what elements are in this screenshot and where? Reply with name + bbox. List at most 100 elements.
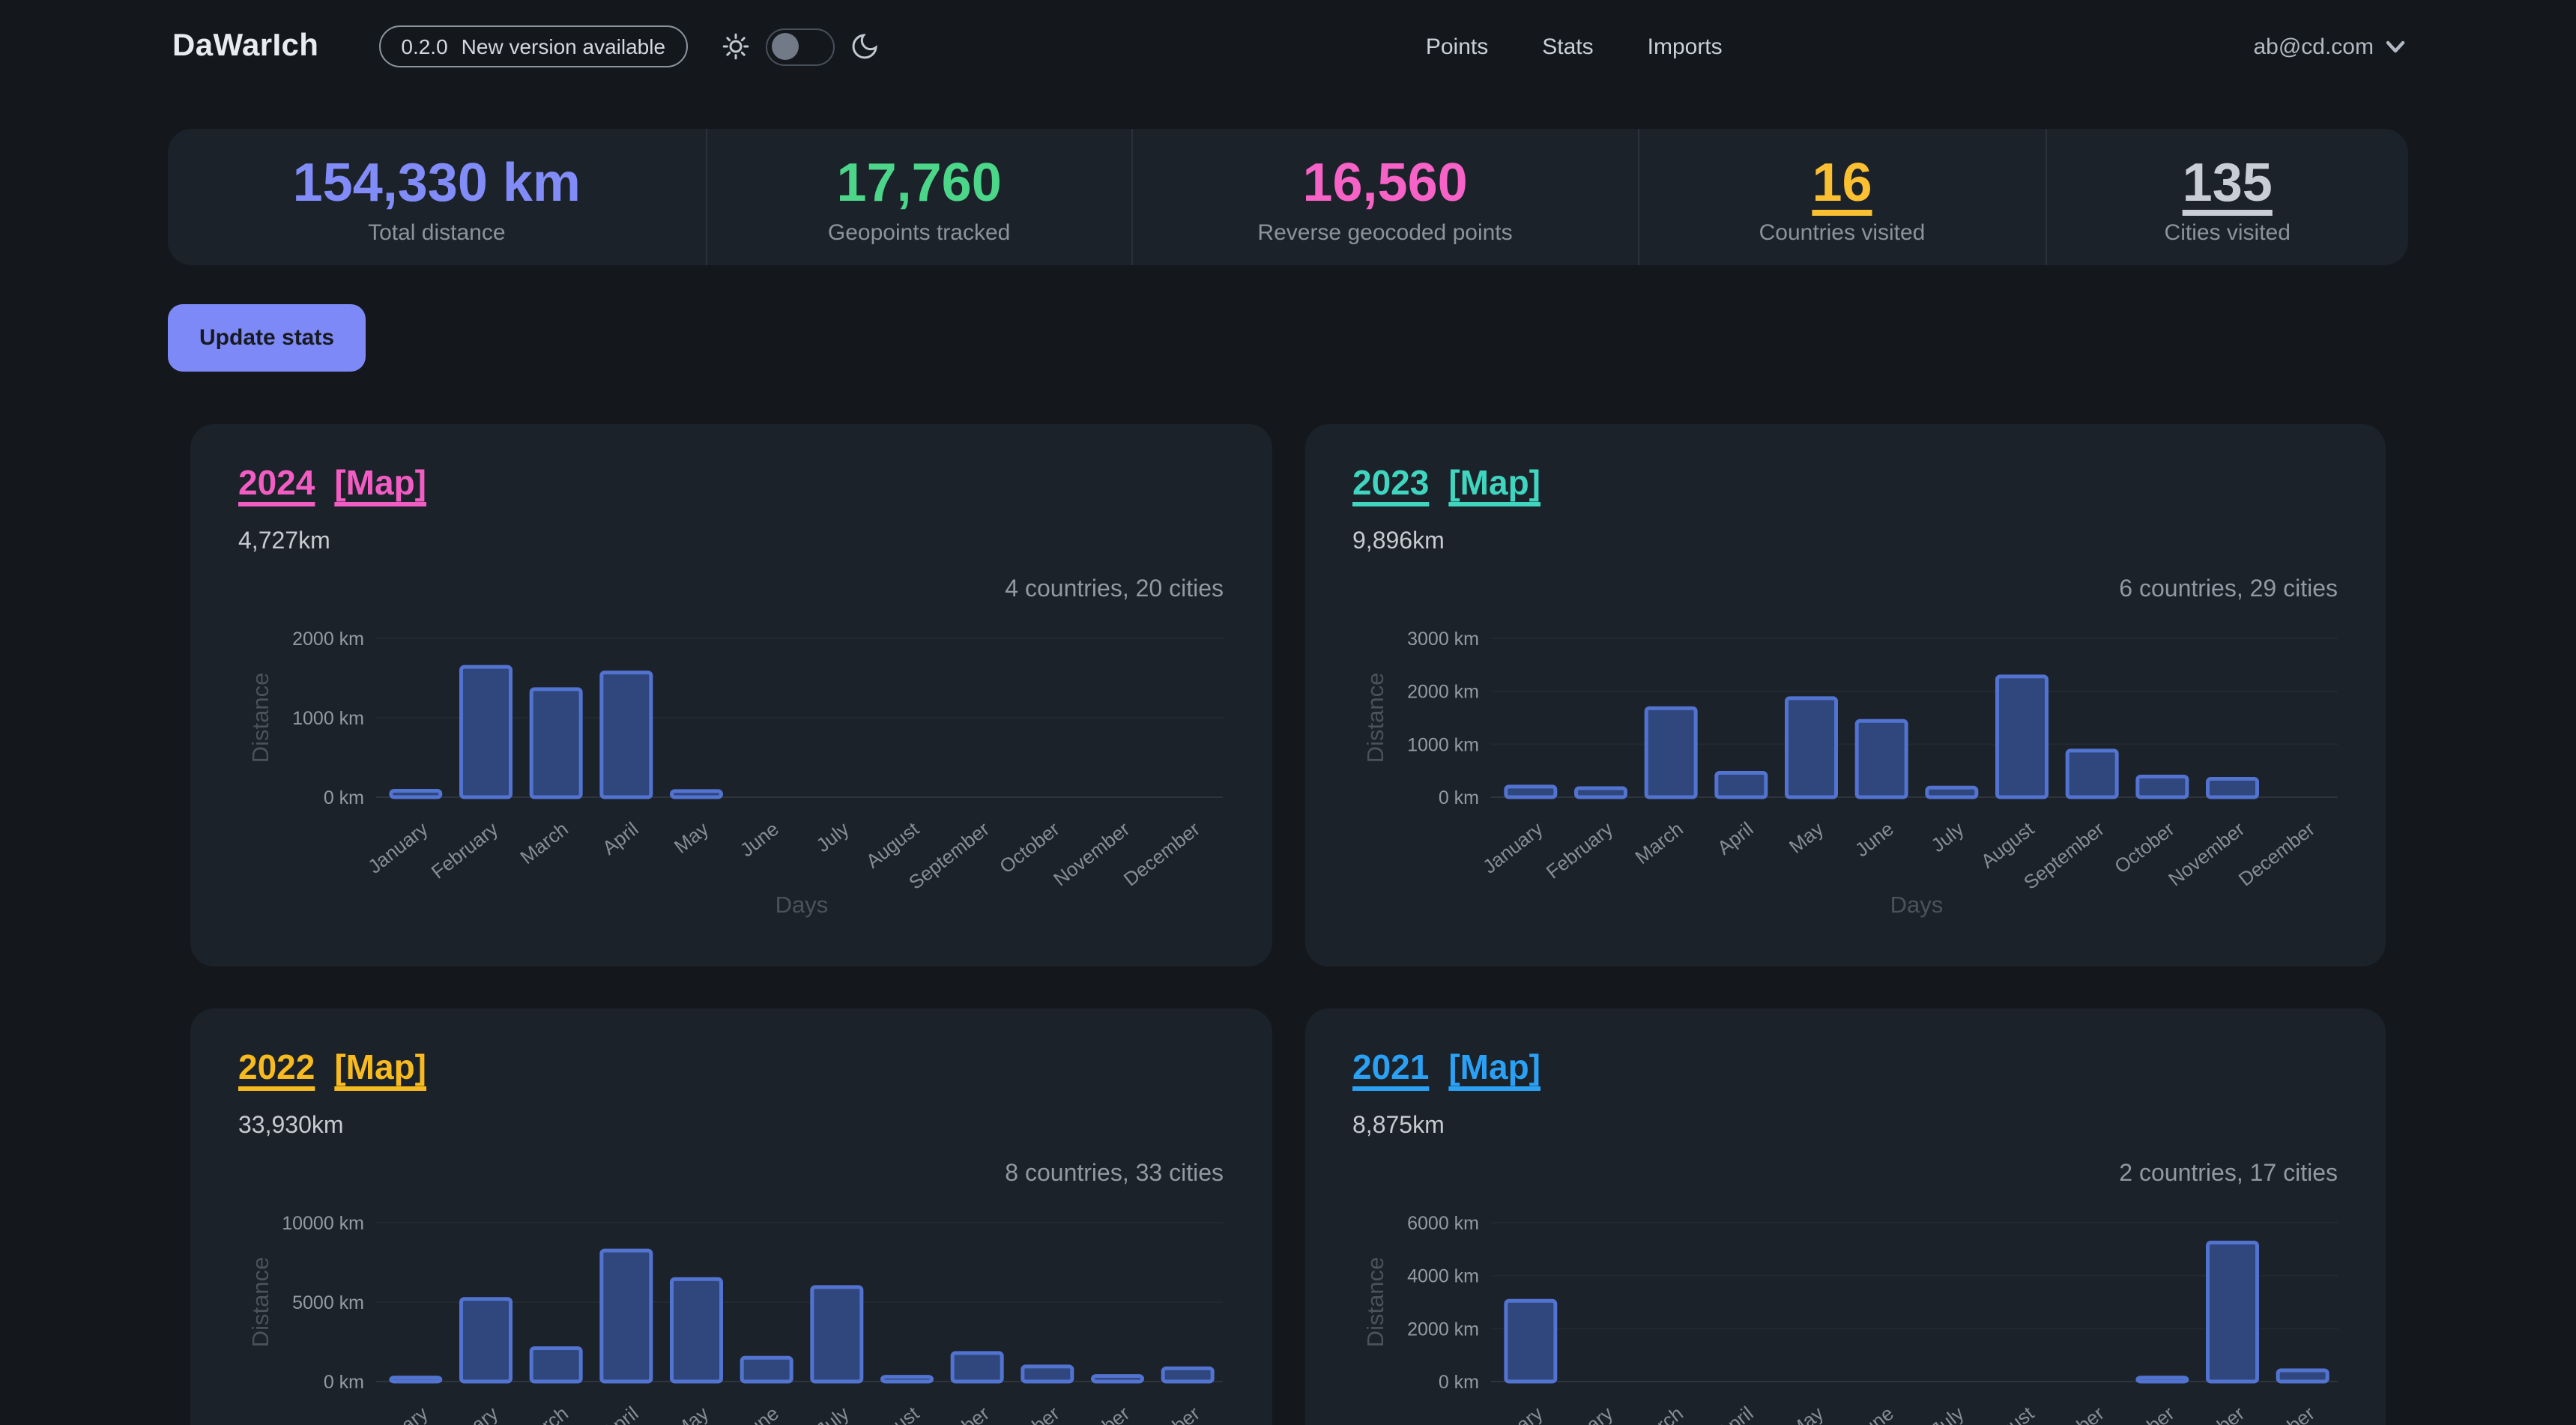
map-link-2024[interactable]: [Map] [334, 463, 426, 502]
svg-text:August: August [1976, 1402, 2038, 1425]
version-message: New version available [461, 34, 666, 58]
nav-link-imports[interactable]: Imports [1647, 34, 1723, 59]
stat-geopoints-tracked: 17,760 Geopoints tracked [705, 129, 1131, 265]
svg-text:Days: Days [775, 892, 829, 918]
svg-text:June: June [736, 817, 783, 861]
svg-text:June: June [736, 1402, 783, 1425]
year-cards-grid: 2024 [Map] 4,727km 4 countries, 20 citie… [190, 424, 2386, 1425]
svg-text:6000 km: 6000 km [1406, 1213, 1478, 1234]
svg-text:May: May [670, 817, 713, 858]
version-number: 0.2.0 [401, 34, 448, 58]
version-badge[interactable]: 0.2.0 New version available [378, 25, 689, 67]
svg-text:October: October [995, 1402, 1064, 1425]
theme-toggle-knob [772, 33, 799, 60]
svg-text:5000 km: 5000 km [292, 1292, 364, 1313]
navbar: DaWarIch 0.2.0 New version available [0, 0, 2576, 93]
svg-text:April: April [598, 1402, 642, 1425]
year-summary-2023: 6 countries, 29 cities [2119, 577, 2338, 602]
update-stats-button[interactable]: Update stats [168, 304, 366, 372]
svg-text:December: December [2234, 817, 2318, 891]
svg-text:June: June [1850, 1402, 1897, 1425]
svg-text:2000 km: 2000 km [292, 629, 364, 650]
year-card-2022: 2022 [Map] 33,930km 8 countries, 33 citi… [190, 1008, 1272, 1425]
svg-text:December: December [2234, 1402, 2318, 1425]
svg-text:April: April [1712, 817, 1756, 859]
year-link-2024[interactable]: 2024 [238, 463, 315, 502]
map-link-2021[interactable]: [Map] [1448, 1047, 1541, 1086]
svg-text:Distance: Distance [247, 1257, 273, 1348]
card-head-2024: 2024 [Map] [238, 463, 1224, 503]
stat-cities-visited: 135 Cities visited [2045, 129, 2408, 265]
moon-icon [852, 34, 877, 59]
svg-text:January: January [1478, 1402, 1546, 1425]
svg-text:Days: Days [1890, 892, 1943, 918]
stat-cities-link[interactable]: 135 [2182, 151, 2273, 212]
svg-text:July: July [1926, 1402, 1968, 1425]
year-card-2023: 2023 [Map] 9,896km 6 countries, 29 citie… [1304, 424, 2386, 966]
svg-text:December: December [1119, 817, 1204, 891]
svg-text:Distance: Distance [247, 673, 273, 763]
svg-text:May: May [670, 1402, 713, 1425]
stat-countries-link[interactable]: 16 [1812, 151, 1872, 212]
svg-text:April: April [1712, 1402, 1756, 1425]
svg-text:July: July [812, 817, 853, 856]
svg-text:January: January [363, 1402, 432, 1425]
svg-text:3000 km: 3000 km [1406, 629, 1478, 650]
map-link-2023[interactable]: [Map] [1448, 463, 1541, 502]
svg-text:January: January [363, 817, 432, 878]
svg-text:November: November [1049, 1402, 1134, 1425]
svg-text:April: April [598, 817, 642, 859]
nav-link-points[interactable]: Points [1425, 34, 1489, 59]
distance-bar-chart-2022: 0 km 5000 km 10000 km Distance JanuaryFebrua… [241, 1206, 1224, 1425]
stat-reverse-geocoded-value: 16,560 [1302, 151, 1468, 212]
svg-text:February: February [1541, 1402, 1616, 1425]
svg-text:November: November [2163, 1402, 2248, 1425]
svg-text:0 km: 0 km [1438, 1372, 1478, 1393]
user-menu[interactable]: ab@cd.com [2253, 34, 2405, 59]
stat-cities-label: Cities visited [2164, 220, 2291, 245]
card-head-2023: 2023 [Map] [1352, 463, 2338, 503]
map-link-2022[interactable]: [Map] [334, 1047, 426, 1086]
stat-reverse-geocoded: 16,560 Reverse geocoded points [1131, 129, 1638, 265]
nav-links: Points Stats Imports [1411, 34, 1723, 59]
card-head-2022: 2022 [Map] [238, 1047, 1224, 1088]
year-distance-2023: 9,896km [1352, 529, 1445, 554]
svg-text:November: November [1049, 817, 1134, 891]
svg-text:10000 km: 10000 km [282, 1213, 364, 1234]
stat-countries-visited: 16 Countries visited [1637, 129, 2045, 265]
svg-text:2000 km: 2000 km [1406, 682, 1478, 703]
svg-text:1000 km: 1000 km [1406, 734, 1478, 755]
svg-text:Distance: Distance [1361, 673, 1388, 763]
user-email: ab@cd.com [2253, 34, 2374, 59]
svg-text:June: June [1850, 817, 1897, 861]
stat-countries-label: Countries visited [1759, 220, 1926, 245]
svg-text:2000 km: 2000 km [1406, 1319, 1478, 1340]
nav-link-stats[interactable]: Stats [1542, 34, 1594, 59]
svg-text:December: December [1119, 1402, 1204, 1425]
stat-total-distance: 154,330 km Total distance [168, 129, 706, 265]
distance-bar-chart-2024: 0 km 1000 km 2000 km Distance January Februar… [241, 622, 1224, 922]
year-link-2022[interactable]: 2022 [238, 1047, 315, 1086]
distance-bar-chart-2023: 0 km 1000 km 2000 km 3000 km Distance January… [1355, 622, 2338, 922]
year-distance-2022: 33,930km [238, 1113, 344, 1139]
svg-text:February: February [427, 817, 502, 883]
svg-text:January: January [1478, 817, 1546, 878]
svg-text:July: July [1926, 817, 1968, 856]
stat-geopoints-value: 17,760 [836, 151, 1002, 212]
year-link-2023[interactable]: 2023 [1352, 463, 1430, 502]
app-logo[interactable]: DaWarIch [172, 28, 319, 63]
year-summary-2021: 2 countries, 17 cities [2119, 1161, 2338, 1187]
card-head-2021: 2021 [Map] [1352, 1047, 2338, 1088]
svg-text:0 km: 0 km [324, 787, 364, 808]
year-card-2021: 2021 [Map] 8,875km 2 countries, 17 citie… [1304, 1008, 2386, 1425]
year-link-2021[interactable]: 2021 [1352, 1047, 1430, 1086]
year-summary-2022: 8 countries, 33 cities [1005, 1161, 1224, 1187]
svg-text:July: July [812, 1402, 853, 1425]
distance-bar-chart-2021: 0 km 2000 km 4000 km 6000 km Distance January… [1355, 1206, 2338, 1425]
sun-icon [722, 33, 749, 60]
svg-text:November: November [2163, 817, 2248, 891]
theme-toggle[interactable] [766, 28, 835, 65]
stat-geopoints-label: Geopoints tracked [827, 220, 1011, 245]
year-card-2024: 2024 [Map] 4,727km 4 countries, 20 citie… [190, 424, 1272, 966]
